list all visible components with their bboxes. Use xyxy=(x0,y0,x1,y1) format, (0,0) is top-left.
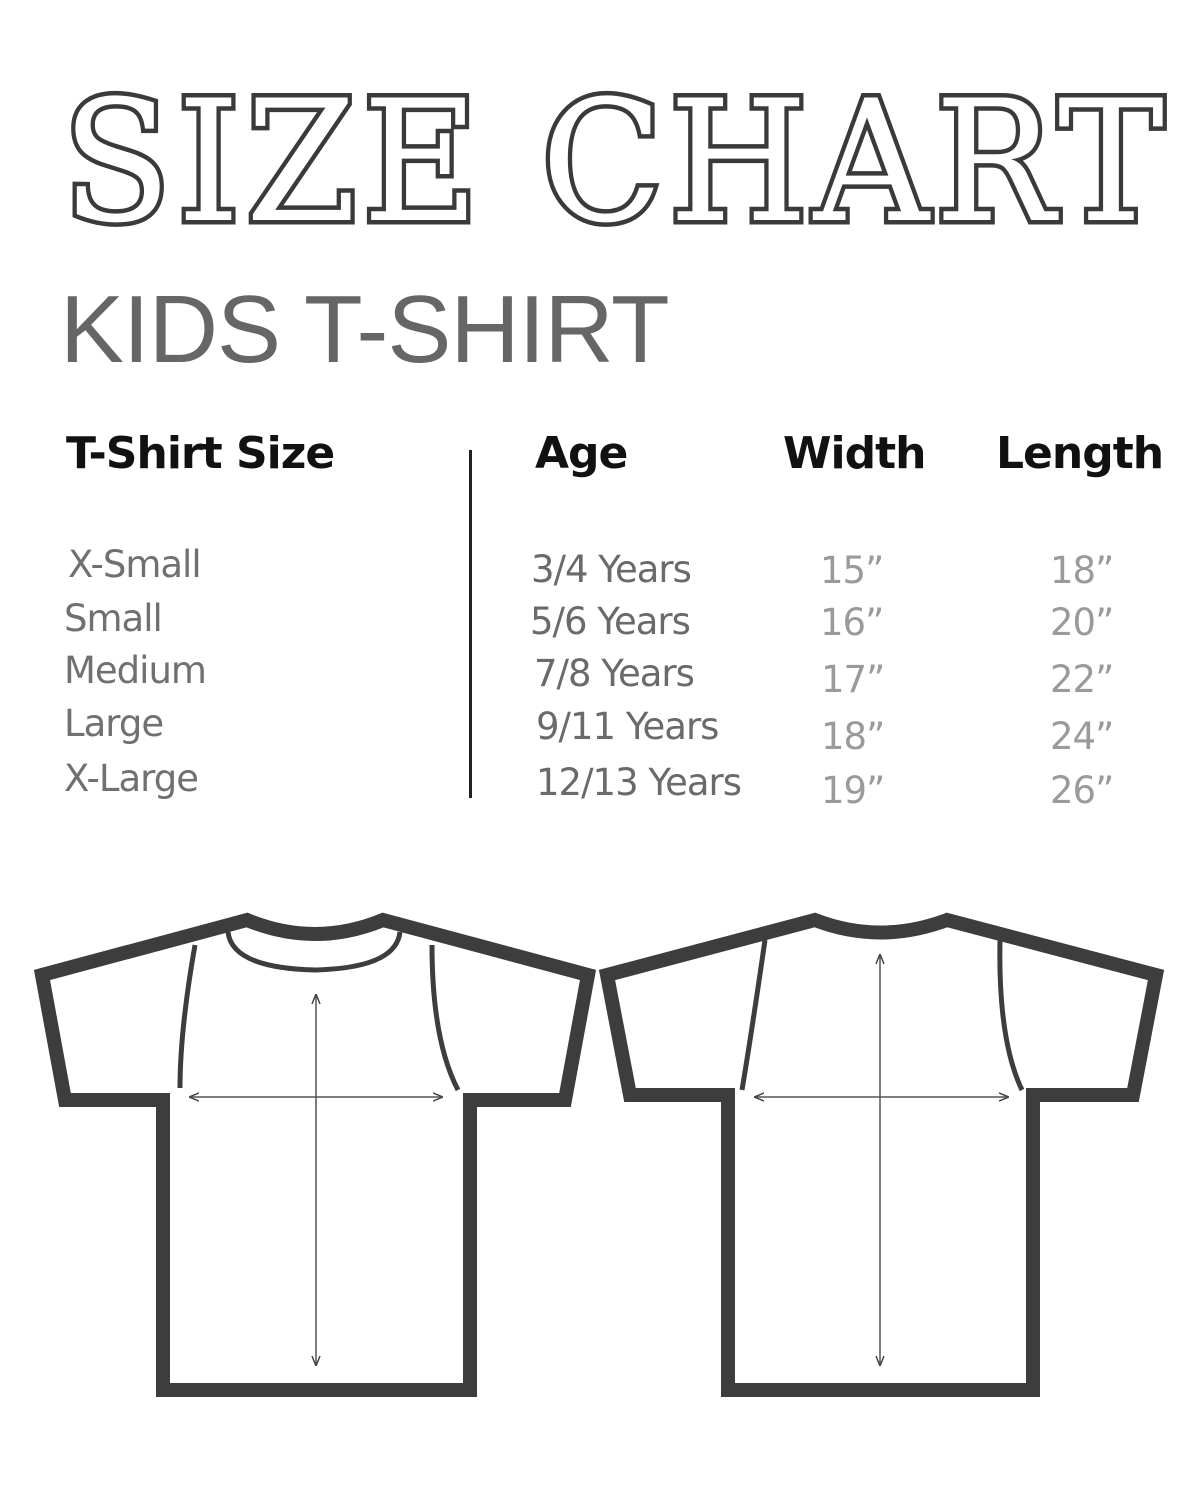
tshirt-back-icon xyxy=(598,912,1165,1397)
tshirt-front-icon xyxy=(33,912,597,1397)
age-cell: 9/11 Years xyxy=(536,705,719,748)
length-cell: 18” xyxy=(1050,549,1114,592)
header-length: Length xyxy=(996,428,1164,479)
size-cell: X-Large xyxy=(64,757,199,800)
width-cell: 18” xyxy=(821,715,885,758)
header-age: Age xyxy=(535,428,628,479)
header-size: T-Shirt Size xyxy=(66,428,335,479)
age-cell: 5/6 Years xyxy=(530,600,691,643)
width-cell: 16” xyxy=(820,601,884,644)
width-cell: 19” xyxy=(821,769,885,812)
size-cell: Medium xyxy=(64,649,207,692)
width-cell: 15” xyxy=(820,549,884,592)
age-cell: 3/4 Years xyxy=(531,548,692,591)
size-cell: X-Small xyxy=(68,543,202,586)
page-subtitle: KIDS T-SHIRT xyxy=(60,276,670,383)
width-cell: 17” xyxy=(821,658,885,701)
length-cell: 26” xyxy=(1050,769,1114,812)
column-divider xyxy=(469,450,472,798)
age-cell: 12/13 Years xyxy=(536,761,742,804)
size-cell: Large xyxy=(64,702,164,745)
size-cell: Small xyxy=(64,597,163,640)
length-cell: 20” xyxy=(1050,601,1114,644)
length-cell: 22” xyxy=(1050,658,1114,701)
header-width: Width xyxy=(783,428,926,479)
length-cell: 24” xyxy=(1050,715,1114,758)
age-cell: 7/8 Years xyxy=(534,652,695,695)
page-title: SIZE CHART xyxy=(58,64,1170,260)
